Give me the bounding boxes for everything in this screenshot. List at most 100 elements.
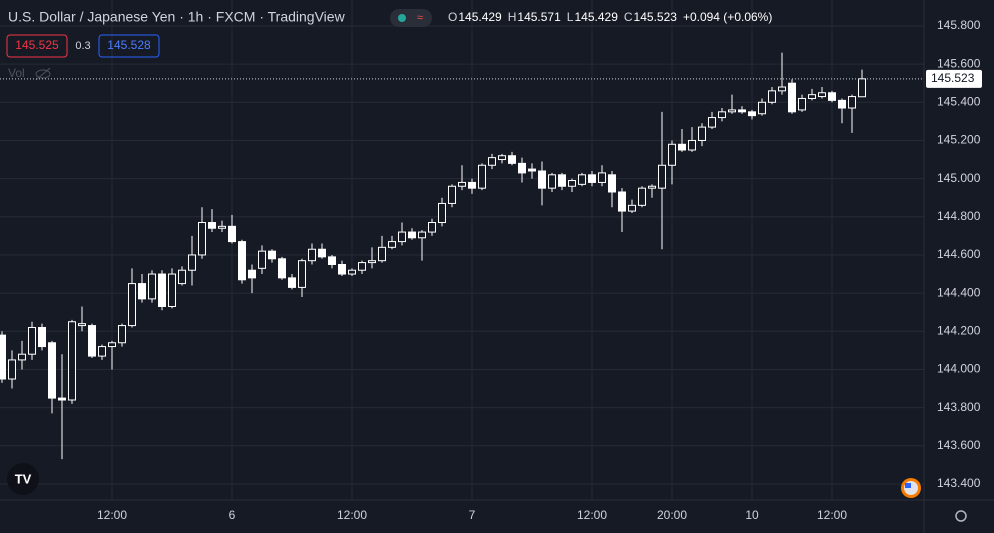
candle-body bbox=[758, 101, 766, 115]
candle-body bbox=[478, 164, 486, 189]
candle-body bbox=[488, 157, 496, 166]
status-pill bbox=[390, 9, 432, 27]
candle-body bbox=[358, 262, 366, 271]
candle-body bbox=[498, 155, 506, 161]
candle-body bbox=[288, 277, 296, 288]
y-tick-label: 144.200 bbox=[937, 323, 981, 337]
candle-body bbox=[0, 334, 6, 380]
x-tick-label: 6 bbox=[229, 508, 236, 522]
candle-body bbox=[398, 231, 406, 243]
candle-body bbox=[428, 222, 436, 233]
spread: 0.3 bbox=[75, 40, 90, 52]
ohlc-key: L bbox=[567, 10, 574, 24]
candle-body bbox=[218, 225, 226, 229]
last-price-box bbox=[926, 69, 982, 88]
ohlc-legend: O 145.429 H 145.571 L 145.429 C 145.523 +0.094 (… bbox=[448, 10, 772, 24]
candle-body bbox=[688, 139, 696, 151]
x-tick-label: 12:00 bbox=[337, 508, 367, 522]
candle-body bbox=[388, 241, 396, 248]
status-dot bbox=[398, 14, 406, 22]
candle-body bbox=[278, 258, 286, 279]
candle-body bbox=[648, 185, 656, 189]
candle-body bbox=[728, 109, 736, 113]
candle-body bbox=[158, 273, 166, 307]
candle-body bbox=[138, 283, 146, 300]
candle-body bbox=[48, 342, 56, 399]
settings-icon[interactable] bbox=[955, 510, 967, 522]
x-tick-label: 7 bbox=[469, 508, 476, 522]
candle-body bbox=[28, 326, 36, 355]
candle-body bbox=[198, 222, 206, 256]
candle-body bbox=[658, 164, 666, 189]
candle-body bbox=[768, 90, 776, 103]
hide-icon[interactable] bbox=[35, 67, 51, 81]
candle-body bbox=[118, 325, 126, 344]
candle-body bbox=[848, 96, 856, 109]
y-tick-label: 143.600 bbox=[937, 438, 981, 452]
candle-body bbox=[348, 269, 356, 275]
candle-body bbox=[508, 155, 516, 164]
y-tick-label: 144.400 bbox=[937, 285, 981, 299]
candle-layer bbox=[0, 52, 866, 460]
candle-body bbox=[68, 321, 76, 401]
candle-body bbox=[458, 181, 466, 187]
x-tick-label: 12:00 bbox=[817, 508, 847, 522]
bid-box[interactable] bbox=[6, 34, 68, 58]
x-tick-label: 20:00 bbox=[657, 508, 687, 522]
candle-body bbox=[588, 174, 596, 183]
candle-body bbox=[308, 248, 316, 262]
candle-body bbox=[678, 143, 686, 151]
ask-box[interactable] bbox=[98, 34, 160, 58]
last-price-label: 145.523 bbox=[931, 71, 975, 85]
candle-body bbox=[188, 254, 196, 271]
y-tick-label: 145.800 bbox=[937, 18, 981, 32]
y-tick-label: 145.200 bbox=[937, 133, 981, 147]
y-tick-label: 145.400 bbox=[937, 94, 981, 108]
candle-body bbox=[558, 174, 566, 187]
chart-title: U.S. Dollar / Japanese Yen · 1h · FXCM ·… bbox=[8, 9, 346, 25]
candle-body bbox=[598, 172, 606, 183]
ohlc-key: H bbox=[508, 10, 517, 24]
candle-body bbox=[628, 204, 636, 212]
candle-body bbox=[298, 260, 306, 288]
volume-label: Vol bbox=[8, 66, 25, 80]
candle-body bbox=[98, 346, 106, 357]
logo[interactable]: TV bbox=[7, 463, 39, 495]
candle-body bbox=[178, 269, 186, 285]
candle-body bbox=[708, 117, 716, 128]
candle-body bbox=[238, 241, 246, 281]
y-tick-label: 143.800 bbox=[937, 400, 981, 414]
ohlc-value: 145.429 bbox=[458, 10, 502, 24]
candle-body bbox=[618, 191, 626, 212]
y-tick-label: 144.600 bbox=[937, 247, 981, 261]
y-tick-label: 145.600 bbox=[937, 56, 981, 70]
candle-body bbox=[448, 185, 456, 204]
ohlc-value: 145.523 bbox=[634, 10, 678, 24]
y-tick-label: 144.000 bbox=[937, 362, 981, 376]
y-tick-label: 145.000 bbox=[937, 171, 981, 185]
candle-body bbox=[108, 342, 116, 348]
ohlc-key: C bbox=[624, 10, 633, 24]
candle-body bbox=[38, 326, 46, 348]
candle-body bbox=[438, 202, 446, 224]
candle-body bbox=[78, 323, 86, 327]
candle-body bbox=[548, 174, 556, 189]
candle-body bbox=[408, 231, 416, 239]
x-tick-label: 12:00 bbox=[577, 508, 607, 522]
candle-body bbox=[148, 273, 156, 300]
candle-body bbox=[578, 174, 586, 185]
flag-icon[interactable] bbox=[901, 478, 921, 498]
y-tick-label: 143.400 bbox=[937, 476, 981, 490]
candle-body bbox=[18, 353, 26, 361]
y-tick-label: 144.800 bbox=[937, 209, 981, 223]
candle-body bbox=[268, 250, 276, 260]
candle-body bbox=[338, 264, 346, 275]
candle-body bbox=[378, 246, 386, 262]
candle-body bbox=[858, 78, 866, 98]
candle-body bbox=[788, 82, 796, 113]
candle-body bbox=[608, 174, 616, 193]
candle-body bbox=[808, 94, 816, 99]
candle-body bbox=[778, 86, 786, 92]
x-tick-label: 10 bbox=[745, 508, 759, 522]
